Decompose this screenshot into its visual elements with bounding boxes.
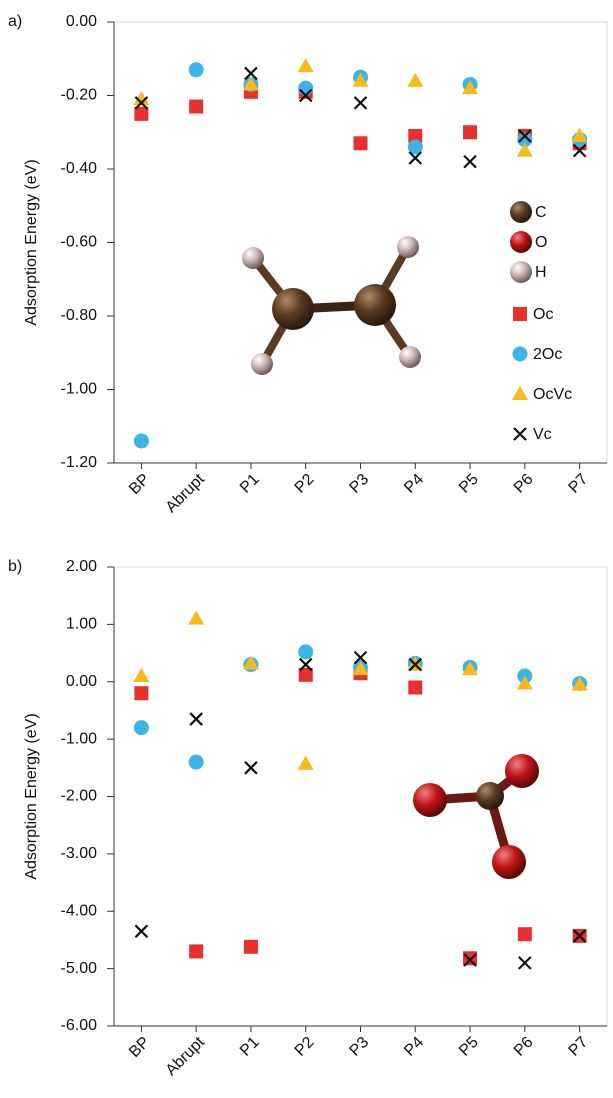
x-tick-label: P3 (346, 1034, 372, 1060)
marker-x (190, 713, 202, 725)
x-tick-label: BP (126, 471, 153, 498)
marker-square (463, 125, 477, 139)
y-tick-label: -1.00 (61, 730, 98, 747)
y-tick-label: -0.40 (61, 160, 98, 177)
legend-atom (510, 231, 532, 253)
panel-label: b) (8, 558, 22, 575)
y-tick-label: 2.00 (66, 558, 97, 575)
marker-x (135, 925, 147, 937)
legend-atom (510, 201, 532, 223)
marker-square (189, 944, 203, 958)
x-tick-label: P1 (237, 471, 263, 497)
marker-x (514, 428, 526, 440)
legend-label: O (535, 234, 547, 251)
x-tick-label: P6 (511, 1034, 537, 1060)
ethylene-molecule (242, 236, 421, 375)
x-tick-label: P4 (401, 471, 427, 497)
x-tick-label: BP (126, 1034, 153, 1061)
marker-circle (298, 644, 313, 659)
figure: a) Adsorption Energy (eV) -1.20 -1.00 -0.80 -… (0, 0, 613, 1098)
marker-x (464, 156, 476, 168)
x-tick-label: P4 (401, 1034, 427, 1060)
marker-triangle (298, 756, 314, 770)
plot-frame (114, 567, 607, 1026)
legend-label: Oc (533, 306, 553, 323)
marker-circle (134, 433, 149, 448)
marker-square (513, 307, 527, 321)
carbonate-molecule (413, 754, 539, 879)
y-tick-label: -3.00 (61, 845, 98, 862)
y-tick-label: -0.20 (61, 87, 98, 104)
marker-x (519, 957, 531, 969)
legend-atom (510, 261, 532, 283)
x-tick-label: Abrupt (163, 470, 209, 516)
x-tick-label: Abrupt (163, 1033, 209, 1079)
panel-label: a) (8, 13, 22, 30)
legend-label: C (535, 204, 547, 221)
x-tick-label: P7 (566, 1034, 592, 1060)
marker-circle (189, 62, 204, 77)
marker-triangle (298, 58, 314, 72)
marker-triangle (188, 611, 204, 625)
x-tick-label: P5 (456, 471, 482, 497)
marker-square (518, 927, 532, 941)
x-tick-label: P5 (456, 1034, 482, 1060)
x-tick-label: P3 (346, 471, 372, 497)
marker-circle (189, 755, 204, 770)
legend-label: Vc (533, 426, 552, 443)
legend-label: 2Oc (533, 346, 562, 363)
marker-circle (513, 347, 528, 362)
y-tick-label: -1.00 (61, 381, 98, 398)
marker-x (355, 97, 367, 109)
legend-label: H (535, 264, 547, 281)
y-tick-label: -2.00 (61, 788, 98, 805)
y-tick-label: 0.00 (66, 673, 97, 690)
marker-square (463, 951, 477, 965)
marker-square (244, 940, 258, 954)
marker-triangle (133, 668, 149, 682)
y-tick-label: 1.00 (66, 616, 97, 633)
y-tick-label: -0.80 (61, 307, 98, 324)
y-tick-label: -1.20 (61, 454, 98, 471)
y-axis-title: Adsorption Energy (eV) (23, 713, 40, 879)
y-tick-label: -4.00 (61, 902, 98, 919)
x-tick-label: P1 (237, 1034, 263, 1060)
marker-circle (298, 81, 313, 96)
marker-square (354, 136, 368, 150)
x-tick-label: P6 (511, 471, 537, 497)
marker-triangle (517, 143, 533, 157)
y-tick-label: -5.00 (61, 960, 98, 977)
y-tick-label: -6.00 (61, 1017, 98, 1034)
y-axis-title: Adsorption Energy (eV) (23, 159, 40, 325)
marker-square (189, 100, 203, 114)
marker-square (134, 686, 148, 700)
marker-triangle (512, 386, 528, 400)
y-tick-label: 0.00 (66, 13, 97, 30)
marker-square (408, 680, 422, 694)
x-tick-label: P7 (566, 471, 592, 497)
legend-label: OcVc (533, 386, 572, 403)
marker-circle (134, 720, 149, 735)
marker-x (245, 762, 257, 774)
y-tick-label: -0.60 (61, 234, 98, 251)
x-tick-label: P2 (292, 1034, 318, 1060)
x-tick-label: P2 (292, 471, 318, 497)
marker-triangle (407, 73, 423, 87)
